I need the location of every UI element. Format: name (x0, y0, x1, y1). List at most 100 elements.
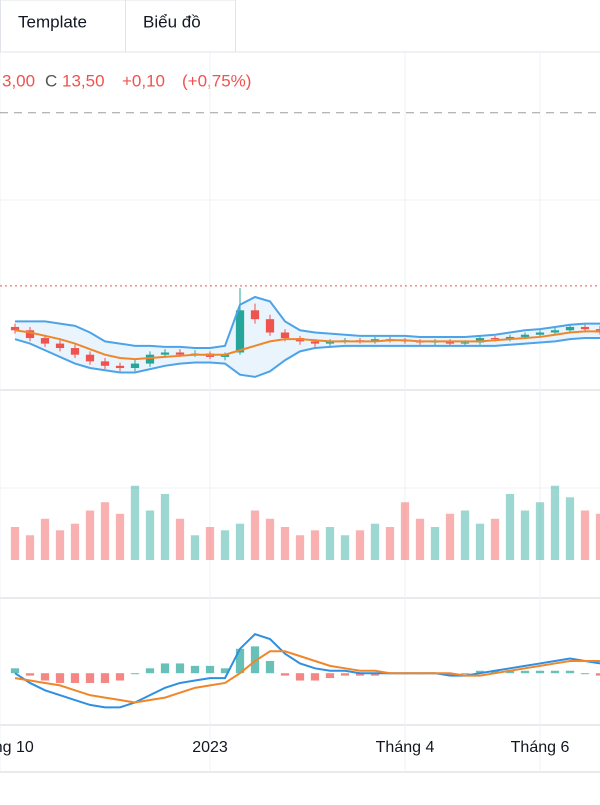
macd-hist-bar (160, 663, 170, 674)
volume-bar (520, 510, 530, 560)
candle-body (310, 341, 320, 344)
candle-body (565, 326, 575, 331)
macd-hist-bar (115, 673, 125, 681)
tab[interactable] (125, 0, 236, 53)
volume-bar (175, 518, 185, 560)
macd-hist-bar (505, 670, 515, 674)
tab[interactable] (0, 0, 126, 53)
candle-body (475, 338, 485, 343)
signal-line (14, 650, 600, 704)
volume-bar (190, 535, 200, 560)
macd-hist-bar (355, 673, 365, 676)
volume-bar (130, 485, 140, 560)
legend-change: +0,10 (122, 71, 165, 90)
pane-borders (0, 389, 600, 773)
volume-bar (70, 523, 80, 560)
macd-hist-bar (595, 673, 600, 676)
volume-bar (235, 523, 245, 560)
volume-bar (445, 513, 455, 560)
macd-hist-bar (220, 668, 230, 674)
candle-body (220, 354, 230, 357)
tab-label[interactable]: Biểu đồ (143, 12, 201, 31)
macd-hist-bar (340, 673, 350, 676)
volume-bar (295, 535, 305, 560)
candle-body (325, 341, 335, 344)
macd-hist-bar (25, 673, 35, 676)
volume-bar (10, 527, 20, 560)
macd-hist-bar (130, 673, 140, 675)
macd-hist-bar (265, 661, 275, 674)
band-upper (15, 295, 600, 350)
volume-bar (55, 530, 65, 560)
macd-hist-bar (10, 668, 20, 674)
volume-bar (280, 527, 290, 560)
macd-hist-bar (85, 673, 95, 683)
volume-bar (100, 502, 110, 560)
macd-hist-bar (250, 646, 260, 674)
candle-body (55, 343, 65, 349)
macd-hist-bar (565, 670, 575, 674)
legend-open: 3,00 (2, 71, 35, 90)
candle-body (145, 354, 155, 364)
candle-body (85, 354, 95, 362)
volume-bar (400, 502, 410, 560)
macd-hist-bar (580, 673, 590, 675)
volume-bar (205, 527, 215, 560)
volume-bar (370, 523, 380, 560)
volume-bar (220, 530, 230, 560)
x-tick-label: 2023 (192, 739, 228, 756)
pane-grid (0, 199, 600, 489)
x-tick-label: Tháng 4 (376, 739, 435, 756)
macd-hist-bar (205, 665, 215, 674)
tab-label[interactable]: Template (18, 12, 87, 31)
volume-bar (85, 510, 95, 560)
macd-hist-bar (100, 673, 110, 683)
macd-hist-bar (70, 673, 80, 683)
macd-hist-bar (520, 670, 530, 674)
macd-hist-bar (310, 673, 320, 681)
volume-bar (535, 502, 545, 560)
macd-hist-bar (55, 673, 65, 683)
candle-body (370, 339, 380, 342)
volume-bar (40, 518, 50, 560)
candle-body (445, 341, 455, 344)
macd-hist-bar (40, 673, 50, 681)
volume-bar (250, 510, 260, 560)
macd-line (14, 633, 600, 709)
volume-bar (565, 497, 575, 560)
band-lower (14, 337, 600, 378)
macd-hist-bar (175, 663, 185, 674)
volume-bar (415, 518, 425, 560)
volume-bar (145, 510, 155, 560)
volume-bar (490, 518, 500, 560)
candle-body (490, 338, 500, 340)
candle-body (130, 363, 140, 369)
x-tick-label: Tháng 6 (511, 739, 570, 756)
x-tick-label: Tháng 10 (0, 739, 34, 756)
candle-body (265, 319, 275, 333)
volume-bar (460, 510, 470, 560)
macd-hist-bar (235, 648, 245, 674)
macd-hist-bar (145, 668, 155, 674)
volume-bar (385, 527, 395, 560)
candle-body (250, 310, 260, 320)
macd-hist-bar (460, 673, 470, 675)
volume-bar (160, 494, 170, 560)
macd-hist-bar (445, 673, 455, 676)
volume-bar (115, 513, 125, 560)
candle-body (40, 338, 50, 344)
macd-hist-bar (370, 673, 380, 676)
candle-body (235, 310, 245, 353)
ma-line (14, 329, 600, 361)
volume-bar (325, 527, 335, 560)
candle-body (25, 330, 35, 339)
legend-change-pct: (+0,75%) (182, 71, 251, 90)
macd-hist-bar (535, 670, 545, 674)
volume-bar (430, 527, 440, 560)
volume-bar (355, 530, 365, 560)
candle-body (100, 361, 110, 366)
candle-body (520, 334, 530, 337)
candle-body (580, 326, 590, 330)
